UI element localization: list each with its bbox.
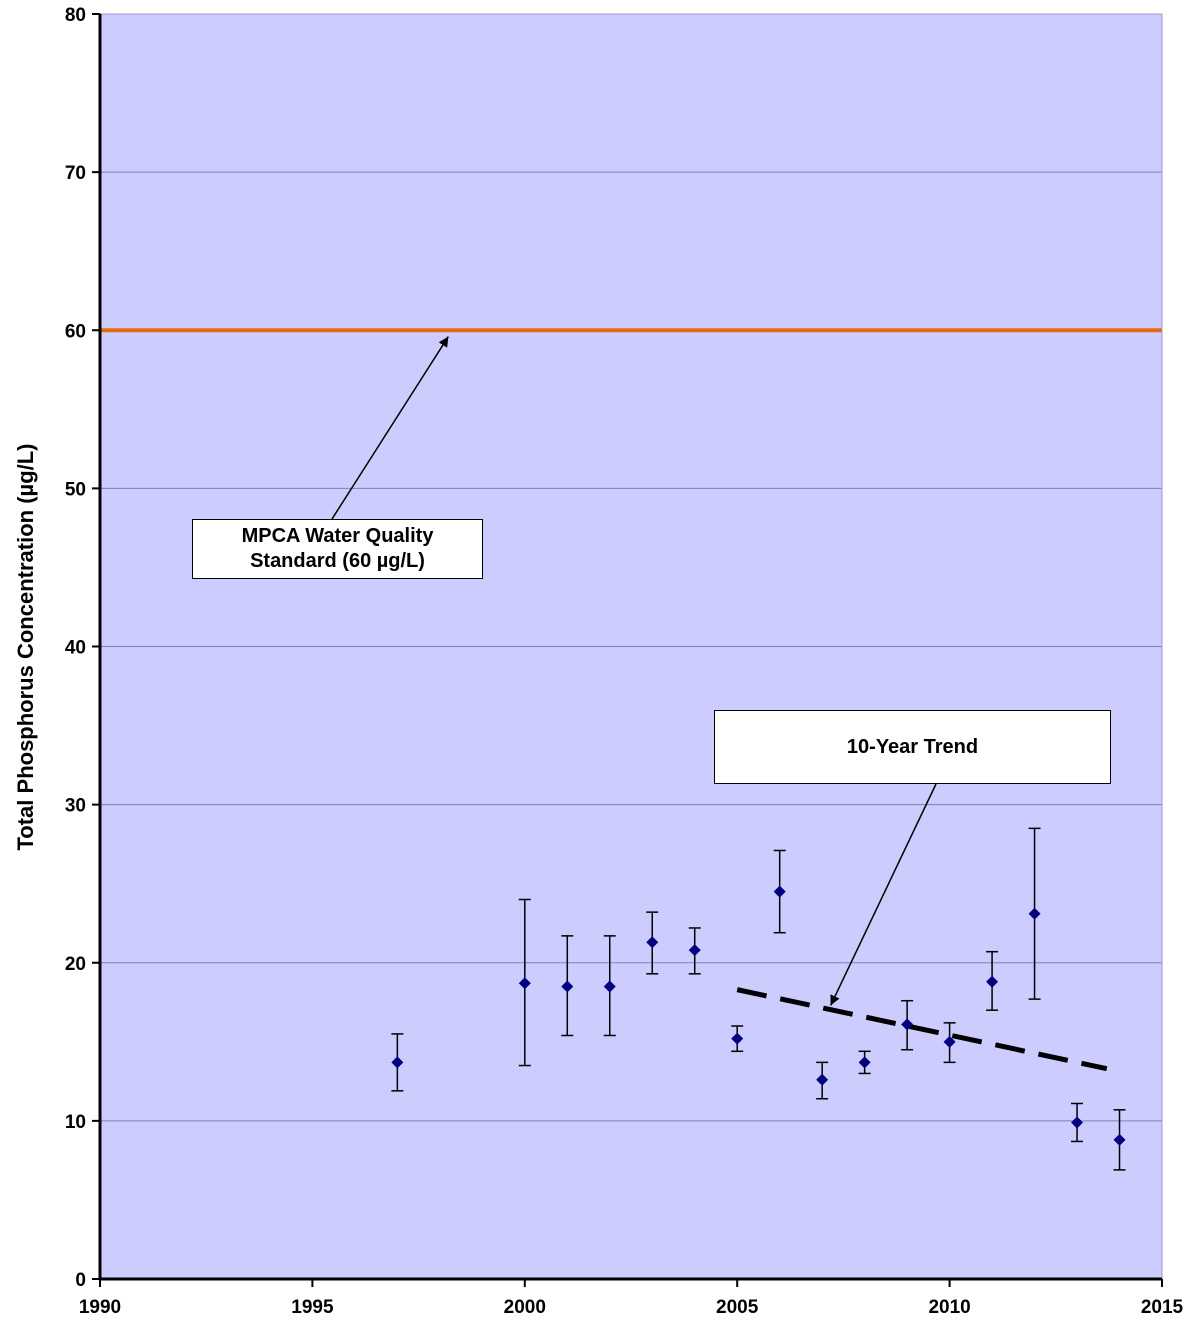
y-tick-label: 80 [65,5,86,26]
data-marker [858,1056,871,1069]
data-point [943,1022,956,1064]
data-marker [1071,1116,1084,1129]
data-marker [943,1035,956,1048]
data-point [731,1025,744,1053]
data-marker [391,1056,404,1069]
y-tick-label: 50 [65,479,86,500]
data-point [1113,1109,1126,1171]
data-marker [773,885,786,898]
annotation-arrows [331,336,937,1006]
trend-layer [736,987,1108,1072]
y-axis-title: Total Phosphorus Concentration (µg/L) [13,443,38,850]
y-tick-label: 10 [65,1112,86,1133]
data-point [646,911,659,975]
data-marker [1113,1133,1126,1146]
y-tick-label: 60 [65,321,86,342]
data-marker [518,977,531,990]
x-tick-label: 2015 [1141,1297,1184,1318]
x-tick-label: 2005 [716,1297,759,1318]
trend-annotation-line-1: 10-Year Trend [846,735,979,758]
data-point [858,1050,871,1075]
y-tick-label: 40 [65,638,86,659]
trend-annotation-box: 10-Year Trend [714,710,1111,784]
data-point [518,898,531,1067]
data-marker [561,980,574,993]
standard-annotation-line-1: MPCA Water Quality [241,525,434,547]
data-point [773,849,786,934]
standard-arrow [331,336,449,520]
data-marker [646,936,659,949]
data-point [561,935,574,1037]
data-points [391,827,1126,1171]
data-point [391,1033,404,1092]
data-marker [688,944,701,957]
trend-arrow [829,783,937,1006]
trend-line [736,987,1108,1072]
y-tick-label: 20 [65,954,86,975]
data-point [816,1061,829,1100]
y-tick-label: 70 [65,163,86,184]
x-tick-label: 1995 [291,1297,334,1318]
data-point [901,999,914,1051]
data-point [986,950,999,1011]
data-marker [1028,907,1041,920]
y-tick-label: 0 [75,1270,86,1291]
data-marker [816,1073,829,1086]
x-tick-label: 2000 [504,1297,546,1318]
data-marker [731,1032,744,1045]
data-marker [603,980,616,993]
x-tick-label: 2010 [928,1297,970,1318]
y-tick-label: 30 [65,796,86,817]
data-point [1071,1102,1084,1143]
data-point [688,927,701,975]
standard-annotation-box: MPCA Water Quality Standard (60 µg/L) [192,519,483,579]
data-point [603,935,616,1037]
data-point [1028,827,1041,1000]
x-tick-label: 1990 [79,1297,121,1318]
data-marker [986,975,999,988]
data-marker [901,1018,914,1031]
ticks: 0 10 20 30 40 50 60 70 80 1990 1995 2000 2005 2010 201… [65,5,1184,1318]
standard-annotation-line-2: Standard (60 µg/L) [250,550,425,572]
